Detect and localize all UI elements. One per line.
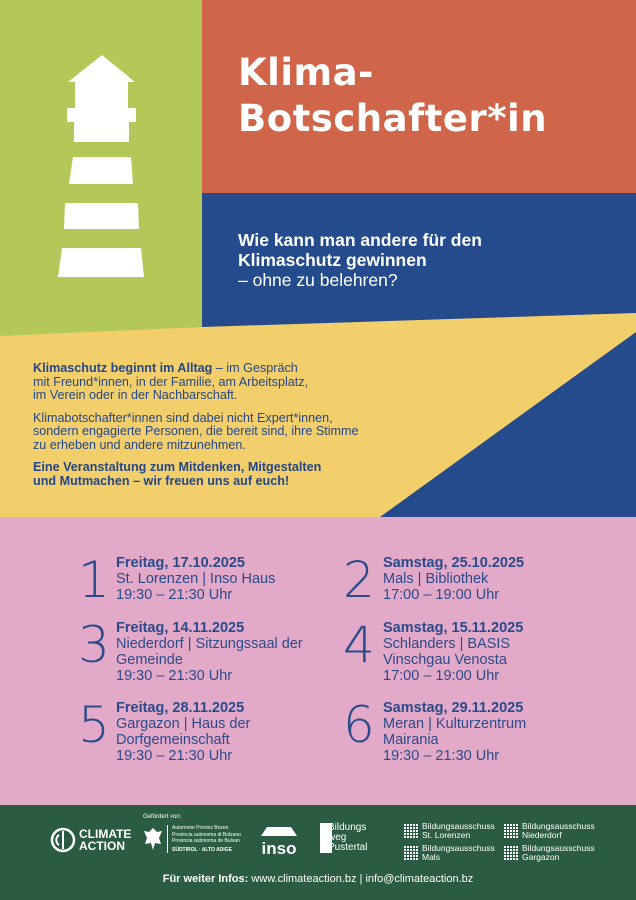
event-detail-line: Gemeinde bbox=[116, 652, 183, 668]
province-name-region: SÜDTIROL · ALTO ADIGE bbox=[172, 846, 232, 853]
building-icon bbox=[403, 845, 419, 861]
question-line-1: Wie kann man andere für den bbox=[238, 230, 482, 250]
event-detail-line: 19:30 – 21:30 Uhr bbox=[116, 748, 233, 764]
intro-highlight: Klimaschutz beginnt im Alltag bbox=[33, 361, 213, 375]
event-date: Samstag, 29.11.2025 bbox=[383, 700, 524, 716]
intro-text-line: mit Freund*innen, in der Familie, am Arb… bbox=[33, 374, 309, 389]
intro-text-line: zu erheben und andere mitzunehmen. bbox=[33, 437, 246, 452]
funded-by-label: Gefördert von: bbox=[143, 814, 182, 820]
lighthouse-icon bbox=[58, 55, 144, 277]
event-date: Freitag, 28.11.2025 bbox=[116, 700, 245, 716]
footer: CLIMATE ACTION Gefördert von: Autonome P… bbox=[0, 805, 636, 900]
event-detail-line: 19:30 – 21:30 Uhr bbox=[383, 748, 500, 764]
ausschuss-st-lorenzen-logo: Bildungsausschuss St. Lorenzen bbox=[403, 822, 495, 840]
climate-action-icon bbox=[50, 827, 76, 853]
climate-action-logo: CLIMATE ACTION bbox=[50, 827, 131, 853]
event-details: Samstag, 25.10.2025 Mals | Bibliothek 17:0… bbox=[383, 555, 524, 603]
poster-title: Klima- Botschafter*in bbox=[238, 50, 547, 142]
event-detail-line: Mals | Bibliothek bbox=[383, 571, 489, 587]
event-detail-line: Dorfgemeinschaft bbox=[116, 732, 230, 748]
event-number: 4 bbox=[343, 616, 375, 674]
event-details: Freitag, 28.11.2025 Gargazon | Haus der Do… bbox=[116, 700, 250, 764]
question-line-2: Klimaschutz gewinnen bbox=[238, 250, 427, 270]
eagle-crest-icon bbox=[144, 828, 162, 850]
event-details: Freitag, 17.10.2025 St. Lorenzen | Inso H… bbox=[116, 555, 275, 603]
ausschuss-mals-logo: Bildungsausschuss Mals bbox=[403, 844, 495, 862]
event-detail-line: St. Lorenzen | Inso Haus bbox=[116, 571, 276, 587]
event-detail-line: 17:00 – 19:00 Uhr bbox=[383, 587, 500, 603]
intro-text-line: sondern engagierte Personen, die bereit … bbox=[33, 424, 359, 438]
event-detail-line: 17:00 – 19:00 Uhr bbox=[383, 668, 500, 684]
bildungsweg-line-2: weg bbox=[328, 832, 347, 843]
question-heading: Wie kann man andere für den Klimaschutz … bbox=[238, 230, 482, 290]
event-number: 6 bbox=[343, 696, 375, 754]
building-icon bbox=[403, 823, 419, 839]
intro-paragraph-1: Klimaschutz beginnt im Alltag – im Gespr… bbox=[33, 361, 393, 403]
event-details: Samstag, 29.11.2025 Meran | Kulturzentrum… bbox=[383, 700, 526, 764]
title-line-2: Botschafter*in bbox=[238, 97, 548, 140]
intro-paragraph-2: Klimabotschafter*innen sind dabei nicht … bbox=[33, 410, 393, 453]
blue-triangle bbox=[380, 332, 636, 517]
contact-links[interactable]: www.climateaction.bz | info@climateactio… bbox=[248, 873, 474, 885]
event-number: 5 bbox=[78, 696, 110, 754]
ausschuss-place: Niederdorf bbox=[522, 830, 562, 840]
ausschuss-gargazon-logo: Bildungsausschuss Gargazon bbox=[503, 844, 595, 862]
intro-text: Klimaschutz beginnt im Alltag – im Gespr… bbox=[33, 361, 393, 497]
intro-text-line: im Verein oder in der Nachbarschaft. bbox=[33, 388, 238, 402]
building-icon bbox=[503, 845, 519, 861]
climate-action-line-2: ACTION bbox=[79, 839, 125, 853]
contact-info: Für weiter Infos: www.climateaction.bz |… bbox=[0, 873, 636, 885]
event-detail-line: Mairania bbox=[383, 732, 439, 748]
inso-text: inso bbox=[261, 839, 297, 858]
ausschuss-place: Gargazon bbox=[522, 852, 560, 862]
event-date: Samstag, 25.10.2025 bbox=[383, 555, 525, 571]
event-number: 2 bbox=[343, 551, 375, 609]
intro-text-line: Klimabotschafter*innen sind dabei nicht … bbox=[33, 410, 333, 425]
intro-paragraph-3: Eine Veranstaltung zum Mitdenken, Mitges… bbox=[33, 460, 393, 488]
ausschuss-place: St. Lorenzen bbox=[422, 830, 471, 840]
pink-panel bbox=[0, 517, 636, 805]
intro-text-line: – im Gespräch bbox=[212, 361, 298, 375]
province-logo: Gefördert von: Autonome Provinz Bozen Pr… bbox=[143, 814, 241, 853]
inso-logo: inso bbox=[261, 823, 297, 857]
bildungsweg-line-1: Bildungs bbox=[328, 822, 367, 833]
question-line-3: – ohne zu belehren? bbox=[238, 270, 398, 290]
blue-panel bbox=[202, 193, 636, 327]
ausschuss-niederdorf-logo: Bildungsausschuss Niederdorf bbox=[503, 822, 595, 840]
province-name-it: Provincia autonoma di Bolzano bbox=[172, 831, 241, 838]
ausschuss-place: Mals bbox=[422, 852, 440, 862]
intro-text-line: und Mutmachen – wir freuen uns auf euch! bbox=[33, 473, 290, 488]
ausschuss-label: Bildungsausschuss bbox=[422, 843, 495, 853]
intro-text-line: Eine Veranstaltung zum Mitdenken, Mitges… bbox=[33, 460, 322, 474]
climate-action-line-1: CLIMATE bbox=[79, 827, 132, 841]
ausschuss-label: Bildungsausschuss bbox=[522, 821, 595, 831]
orange-panel bbox=[202, 0, 636, 193]
province-name-de: Autonome Provinz Bozen bbox=[172, 825, 229, 831]
event-detail-line: Meran | Kulturzentrum bbox=[383, 716, 527, 732]
event-detail-line: 19:30 – 21:30 Uhr bbox=[116, 668, 233, 684]
event-details: Samstag, 15.11.2025 Schlanders | BASIS Vin… bbox=[383, 620, 523, 684]
inso-house-icon bbox=[261, 827, 297, 836]
ausschuss-label: Bildungsausschuss bbox=[522, 843, 595, 853]
event-detail-line: Gargazon | Haus der bbox=[116, 716, 251, 732]
event-detail-line: Niederdorf | Sitzungssaal der bbox=[116, 636, 303, 652]
event-number: 3 bbox=[78, 616, 110, 674]
ausschuss-label: Bildungsausschuss bbox=[422, 821, 495, 831]
bildungsweg-logo: Bildungs weg Pustertal bbox=[320, 823, 367, 853]
contact-label: Für weiter Infos: bbox=[162, 873, 249, 885]
building-icon bbox=[503, 823, 519, 839]
event-detail-line: Schlanders | BASIS bbox=[383, 636, 511, 652]
event-date: Samstag, 15.11.2025 bbox=[383, 620, 524, 636]
event-date: Freitag, 14.11.2025 bbox=[116, 620, 245, 636]
event-details: Freitag, 14.11.2025 Niederdorf | Sitzungs… bbox=[116, 620, 303, 684]
title-line-1: Klima- bbox=[238, 51, 374, 94]
event-detail-line: Vinschgau Venosta bbox=[383, 652, 507, 668]
bildungsweg-line-3: Pustertal bbox=[328, 842, 368, 853]
event-number: 1 bbox=[78, 551, 110, 609]
event-detail-line: 19:30 – 21:30 Uhr bbox=[116, 587, 233, 603]
province-name-lad: Provinzia autonoma de Bulsan bbox=[172, 838, 240, 844]
event-date: Freitag, 17.10.2025 bbox=[116, 555, 245, 571]
